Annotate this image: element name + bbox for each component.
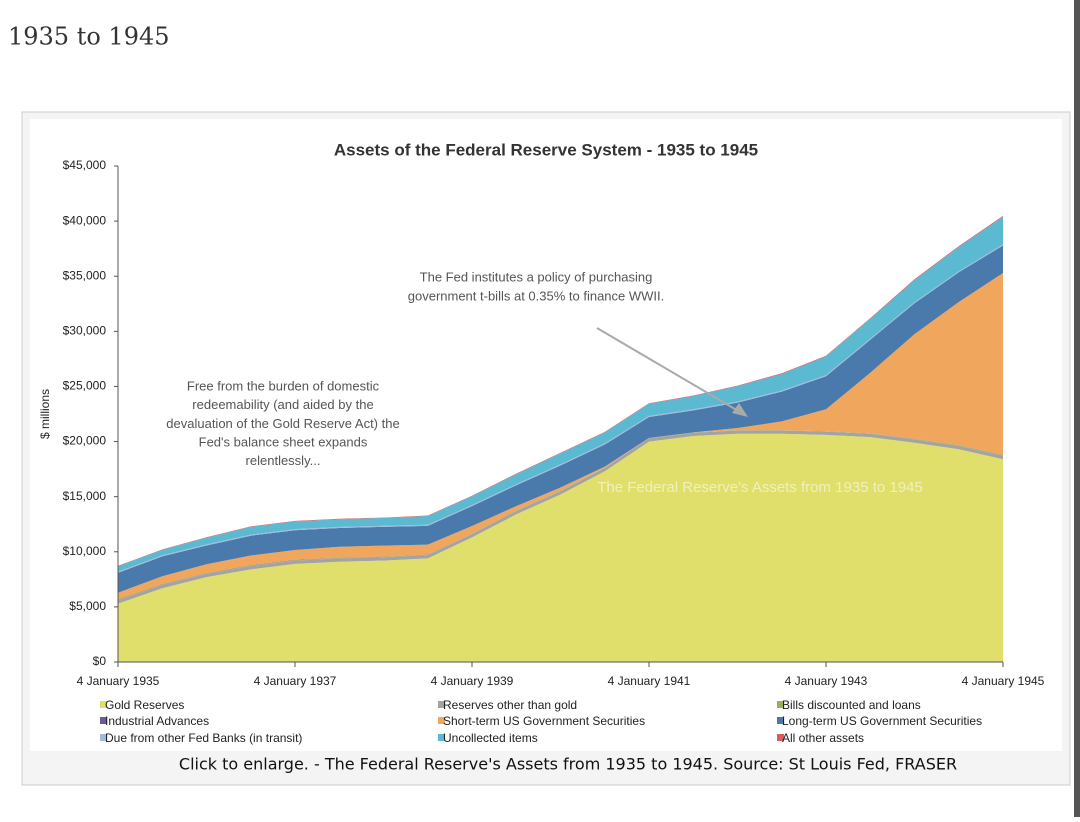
caption: Click to enlarge. - The Federal Reserve'… [179,755,957,774]
area [118,245,1003,593]
annotation: relentlessly... [246,453,321,468]
y-tick-label: $30,000 [63,324,107,338]
annotation: Free from the burden of domestic [187,378,380,393]
y-tick-label: $15,000 [63,489,107,503]
legend-label: Long-term US Government Securities [782,714,982,728]
area [118,273,1003,600]
legend-swatch [100,734,107,741]
legend-label: Short-term US Government Securities [443,714,645,728]
annotation: redeemability (and aided by the [192,397,373,412]
area [118,433,1003,662]
annotation: The Fed institutes a policy of purchasin… [420,269,653,284]
chart-title: Assets of the Federal Reserve System - 1… [334,140,758,159]
x-tick-label: 4 January 1937 [254,674,337,688]
x-tick-label: 4 January 1941 [608,674,691,688]
page-heading: 1935 to 1945 [8,23,170,51]
y-tick-label: $5,000 [69,599,106,613]
y-tick-label: $20,000 [63,434,107,448]
annotation: government t-bills at 0.35% to finance W… [408,288,665,303]
legend-label: Uncollected items [443,731,538,745]
legend-swatch [100,701,107,708]
legend-swatch [777,734,784,741]
area [118,430,1003,604]
y-axis-label: $ millions [38,389,52,439]
legend-label: Gold Reserves [105,698,184,712]
y-tick-label: $45,000 [63,158,107,172]
annotation: devaluation of the Gold Reserve Act) the [166,416,399,431]
legend-label: Due from other Fed Banks (in transit) [105,731,302,745]
legend-swatch [438,734,445,741]
watermark: The Federal Reserve's Assets from 1935 t… [597,479,923,496]
x-tick-label: 4 January 1945 [962,674,1045,688]
y-tick-label: $35,000 [63,268,107,282]
legend-swatch [438,701,445,708]
y-tick-label: $25,000 [63,379,107,393]
annotation: Fed's balance sheet expands [199,435,368,450]
x-tick-label: 4 January 1943 [785,674,868,688]
legend-swatch [777,701,784,708]
legend-label: All other assets [782,731,864,745]
y-tick-label: $10,000 [63,544,107,558]
scrollbar [1074,0,1080,817]
legend-label: Reserves other than gold [443,698,577,712]
legend-label: Bills discounted and loans [782,698,921,712]
arrow-head [732,403,748,417]
legend-swatch [100,717,107,724]
y-tick-label: $40,000 [63,213,107,227]
x-tick-label: 4 January 1939 [431,674,514,688]
legend-swatch [438,717,445,724]
y-tick-label: $0 [93,654,107,668]
annotation-arrow [596,327,741,413]
legend-label: Industrial Advances [105,714,209,728]
x-tick-label: 4 January 1935 [77,674,160,688]
legend-swatch [777,717,784,724]
